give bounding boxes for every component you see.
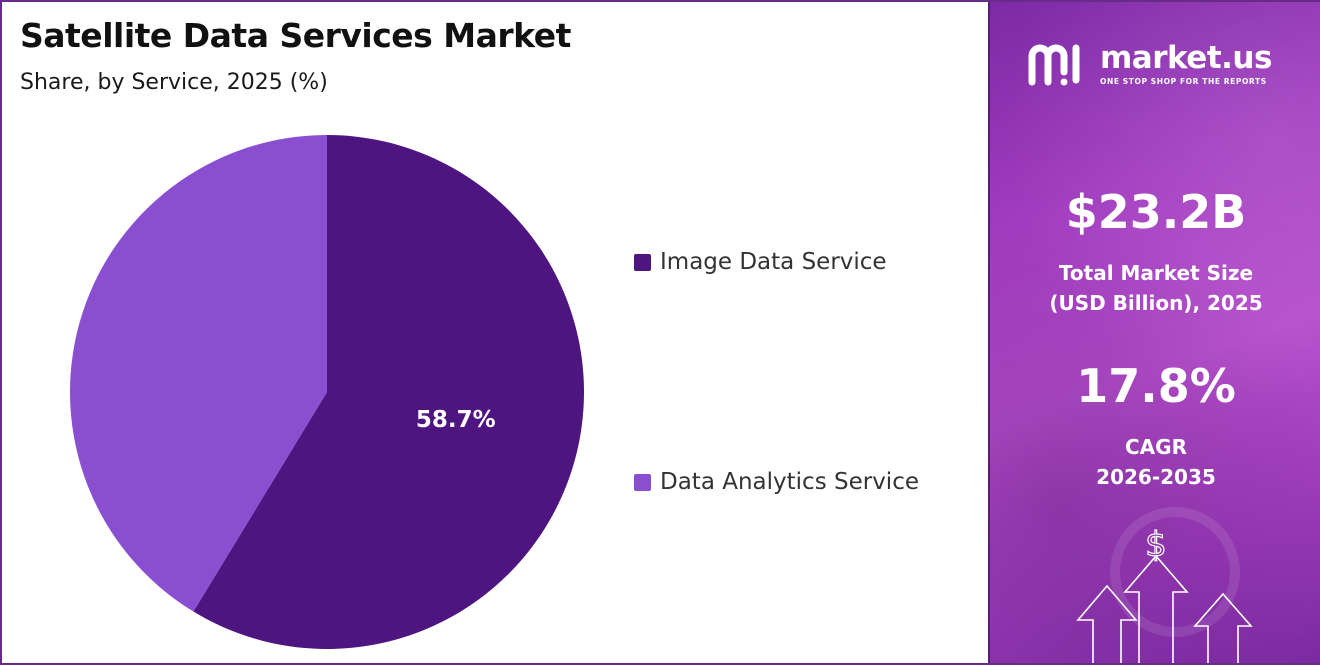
market-size-value: $23.2B (1065, 185, 1247, 239)
dollar-icon: $ (1145, 525, 1167, 565)
summary-panel: market.us ONE STOP SHOP FOR THE REPORTS … (988, 2, 1320, 663)
growth-arrows-graphic: $ (1076, 524, 1253, 663)
legend-item-image-data-service: Image Data Service (634, 249, 887, 275)
chart-subtitle: Share, by Service, 2025 (%) (20, 70, 328, 95)
cagr-value: 17.8% (1076, 359, 1236, 413)
chart-title: Satellite Data Services Market (20, 16, 571, 55)
market-size-block: $23.2B (990, 185, 1320, 239)
pie-slice-data-analytics-service (70, 135, 327, 612)
market-size-label-block: Total Market Size (USD Billion), 2025 (990, 258, 1320, 318)
cagr-label-block: CAGR 2026-2035 (990, 432, 1320, 492)
cagr-label-line2: 2026-2035 (1096, 465, 1216, 489)
market-us-logo-icon (1028, 44, 1080, 86)
up-arrow-icon (1123, 554, 1189, 663)
market-size-label-line1: Total Market Size (1058, 261, 1254, 285)
legend-swatch (634, 253, 651, 271)
cagr-label-line1: CAGR (1125, 435, 1187, 459)
brand-logo[interactable]: market.us ONE STOP SHOP FOR THE REPORTS (1026, 42, 1272, 86)
brand-tagline: ONE STOP SHOP FOR THE REPORTS (1100, 76, 1267, 86)
legend-item-data-analytics-service: Data Analytics Service (634, 469, 919, 495)
pie-slice-image-data-service (193, 135, 585, 649)
legend-label: Image Data Service (660, 249, 887, 275)
pie-chart: 58.7% (70, 135, 585, 649)
market-size-label-line2: (USD Billion), 2025 (1049, 291, 1263, 315)
brand-name: market.us (1100, 39, 1272, 76)
up-arrow-icon (1076, 584, 1138, 663)
up-arrow-icon (1193, 592, 1253, 663)
pie-data-label: 58.7% (416, 407, 496, 433)
legend-swatch (634, 473, 651, 491)
chart-panel: Satellite Data Services Market Share, by… (2, 2, 988, 663)
coin-outline-decoration (1110, 507, 1240, 637)
legend-label: Data Analytics Service (660, 469, 919, 495)
cagr-block: 17.8% (990, 359, 1320, 413)
